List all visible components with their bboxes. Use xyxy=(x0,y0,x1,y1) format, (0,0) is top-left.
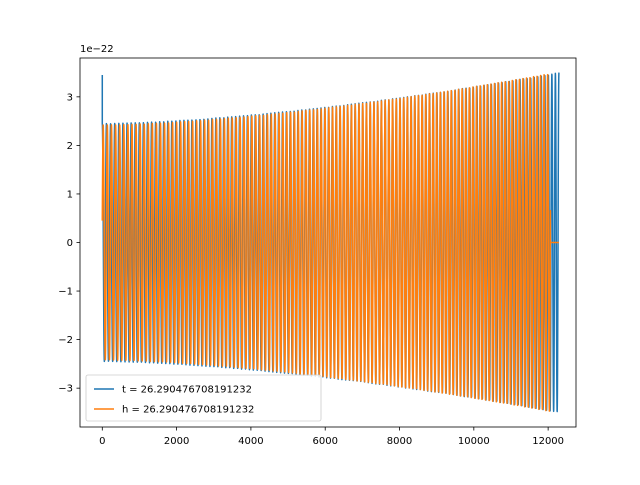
legend-box xyxy=(85,374,322,422)
x-tick-label: 2000 xyxy=(164,436,189,447)
y-tick-label: −1 xyxy=(58,287,73,298)
x-axis: 0 2000 4000 6000 8000 10000 12000 xyxy=(99,427,564,447)
x-tick-label: 0 xyxy=(99,436,105,447)
x-tick-label: 8000 xyxy=(387,436,412,447)
y-offset-label: 1e−22 xyxy=(80,44,114,55)
x-tick-label: 12000 xyxy=(532,436,564,447)
y-tick-label: 3 xyxy=(67,92,73,103)
x-tick-label: 10000 xyxy=(458,436,490,447)
y-tick-label: −3 xyxy=(58,384,73,395)
series-layer xyxy=(101,72,560,413)
y-tick-label: −2 xyxy=(58,335,73,346)
y-tick-label: 2 xyxy=(67,141,73,152)
series-line-h xyxy=(101,73,559,412)
x-tick-label: 6000 xyxy=(312,436,337,447)
y-axis: −3 −2 −1 0 1 2 3 xyxy=(58,92,80,395)
legend: t = 26.290476708191232 h = 26.29047670819… xyxy=(85,374,322,422)
y-tick-label: 1 xyxy=(67,189,73,200)
legend-label: t = 26.290476708191232 xyxy=(122,385,252,396)
x-tick-label: 4000 xyxy=(238,436,263,447)
legend-label: h = 26.290476708191232 xyxy=(122,405,254,416)
y-tick-label: 0 xyxy=(67,238,73,249)
